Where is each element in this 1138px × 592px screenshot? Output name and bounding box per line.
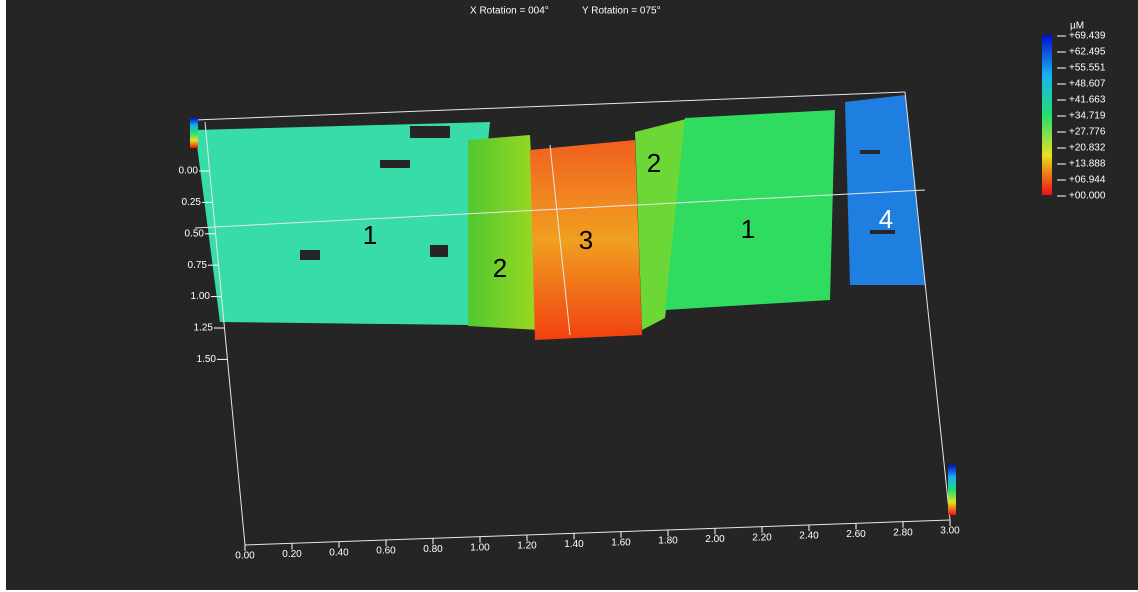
colorbar-label: +41.663 bbox=[1069, 95, 1106, 106]
x-tick-label: 1.80 bbox=[658, 536, 678, 547]
x-tick-label: 0.00 bbox=[235, 551, 255, 562]
x-tick-label: 3.00 bbox=[940, 526, 960, 537]
colorbar-label: +00.000 bbox=[1069, 191, 1106, 202]
x-tick-label: 0.60 bbox=[376, 546, 396, 557]
x-tick-label: 2.00 bbox=[705, 534, 725, 545]
x-tick-label: 2.40 bbox=[799, 531, 819, 542]
y-tick-label: 1.00 bbox=[191, 291, 211, 302]
x-tick-label: 0.80 bbox=[423, 544, 443, 555]
x-tick-label: 2.20 bbox=[752, 532, 772, 543]
x-tick-label: 1.40 bbox=[564, 539, 584, 550]
region-label: 3 bbox=[579, 225, 593, 255]
region-label: 2 bbox=[493, 253, 507, 283]
region-label: 1 bbox=[741, 214, 755, 244]
region-1-surface bbox=[195, 122, 490, 325]
y-tick-label: 1.50 bbox=[197, 354, 217, 365]
colorbar bbox=[1042, 35, 1052, 195]
colorbar-label: +48.607 bbox=[1069, 79, 1106, 90]
x-tick-label: 1.60 bbox=[611, 537, 631, 548]
colorbar-label: +06.944 bbox=[1069, 175, 1106, 186]
y-tick-label: 0.25 bbox=[182, 197, 202, 208]
region-label: 4 bbox=[879, 204, 893, 234]
region-2-surface bbox=[468, 135, 540, 330]
y-tick-label: 0.00 bbox=[179, 166, 199, 177]
region-label: 1 bbox=[363, 220, 377, 250]
y-tick-label: 0.75 bbox=[188, 260, 208, 271]
x-rotation: X Rotation = 004° bbox=[470, 6, 549, 17]
x-tick-label: 2.80 bbox=[893, 527, 913, 538]
x-tick-label: 1.20 bbox=[517, 541, 537, 552]
colorbar-label: +27.776 bbox=[1069, 127, 1106, 138]
x-tick-label: 0.20 bbox=[282, 549, 302, 560]
region-1b-surface bbox=[665, 110, 835, 310]
y-tick-label: 0.50 bbox=[185, 228, 205, 239]
y-tick-label: 1.25 bbox=[194, 323, 214, 334]
colorbar-label: +34.719 bbox=[1069, 111, 1106, 122]
x-tick-label: 2.60 bbox=[846, 529, 866, 540]
mini-colorbar bbox=[190, 118, 198, 148]
colorbar-label: +13.888 bbox=[1069, 159, 1106, 170]
viewer: X Rotation = 004° Y Rotation = 075° µM +… bbox=[0, 0, 1138, 592]
y-rotation: Y Rotation = 075° bbox=[582, 6, 661, 17]
mini-colorbar bbox=[948, 465, 956, 515]
x-tick-label: 1.00 bbox=[470, 542, 490, 553]
colorbar-label: +20.832 bbox=[1069, 143, 1106, 154]
colorbar-label: +69.439 bbox=[1069, 31, 1106, 42]
colorbar-label: +55.551 bbox=[1069, 63, 1106, 74]
colorbar-label: +62.495 bbox=[1069, 47, 1106, 58]
region-label: 2 bbox=[647, 148, 661, 178]
x-tick-label: 0.40 bbox=[329, 547, 349, 558]
